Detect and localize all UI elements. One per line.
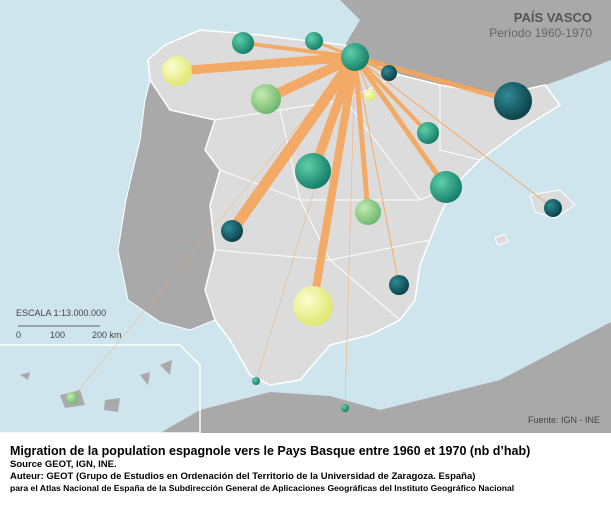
flow-line	[255, 56, 356, 382]
flow-line	[344, 56, 356, 409]
origin-circle	[430, 171, 462, 203]
origin-circle	[364, 89, 376, 101]
flow-line	[354, 56, 400, 286]
map-subtitle: Período 1960-1970	[489, 26, 592, 40]
origin-circle	[341, 404, 349, 412]
africa	[160, 322, 611, 433]
flow-line	[352, 54, 449, 190]
caption-line: Source GEOT, IGN, INE.	[10, 459, 117, 470]
origin-circle	[252, 377, 260, 385]
origin-circle	[381, 65, 397, 81]
origin-circle	[305, 32, 323, 50]
flow-line	[172, 52, 360, 76]
scale-tick: 100	[50, 330, 65, 340]
destination-circle	[341, 43, 369, 71]
flow-line	[353, 55, 430, 135]
caption-line: Auteur: GEOT (Grupo de Estudios en Orden…	[10, 471, 475, 482]
origin-circle	[232, 32, 254, 54]
map-source: Fuente: IGN - INE	[528, 415, 600, 425]
origin-circle	[494, 82, 532, 120]
caption-title: Migration de la population espagnole ver…	[10, 444, 530, 458]
flow-line	[309, 53, 359, 310]
scale-tick: 200 km	[92, 330, 122, 340]
origin-circle	[251, 84, 281, 114]
flow-line	[261, 52, 360, 104]
origin-circle	[355, 199, 381, 225]
flow-line	[226, 51, 361, 237]
origin-circle	[162, 56, 192, 86]
origin-circle	[221, 220, 243, 242]
map-title: PAÍS VASCO	[514, 10, 592, 25]
origin-circles	[66, 32, 562, 412]
flow-line	[352, 54, 516, 104]
flow-line	[71, 56, 356, 399]
origin-circle	[417, 122, 439, 144]
scale-label: ESCALA 1:13.000.000	[16, 308, 106, 318]
flow-line	[352, 54, 371, 215]
origin-circle	[295, 153, 331, 189]
origin-circle	[389, 275, 409, 295]
scale-tick: 0	[16, 330, 21, 340]
caption-line: para el Atlas Nacional de España de la S…	[10, 483, 514, 493]
flow-line	[354, 56, 554, 209]
origin-circle	[544, 199, 562, 217]
origin-circle	[66, 392, 78, 404]
canary-inset-frame	[0, 344, 201, 434]
origin-circle	[293, 286, 333, 326]
